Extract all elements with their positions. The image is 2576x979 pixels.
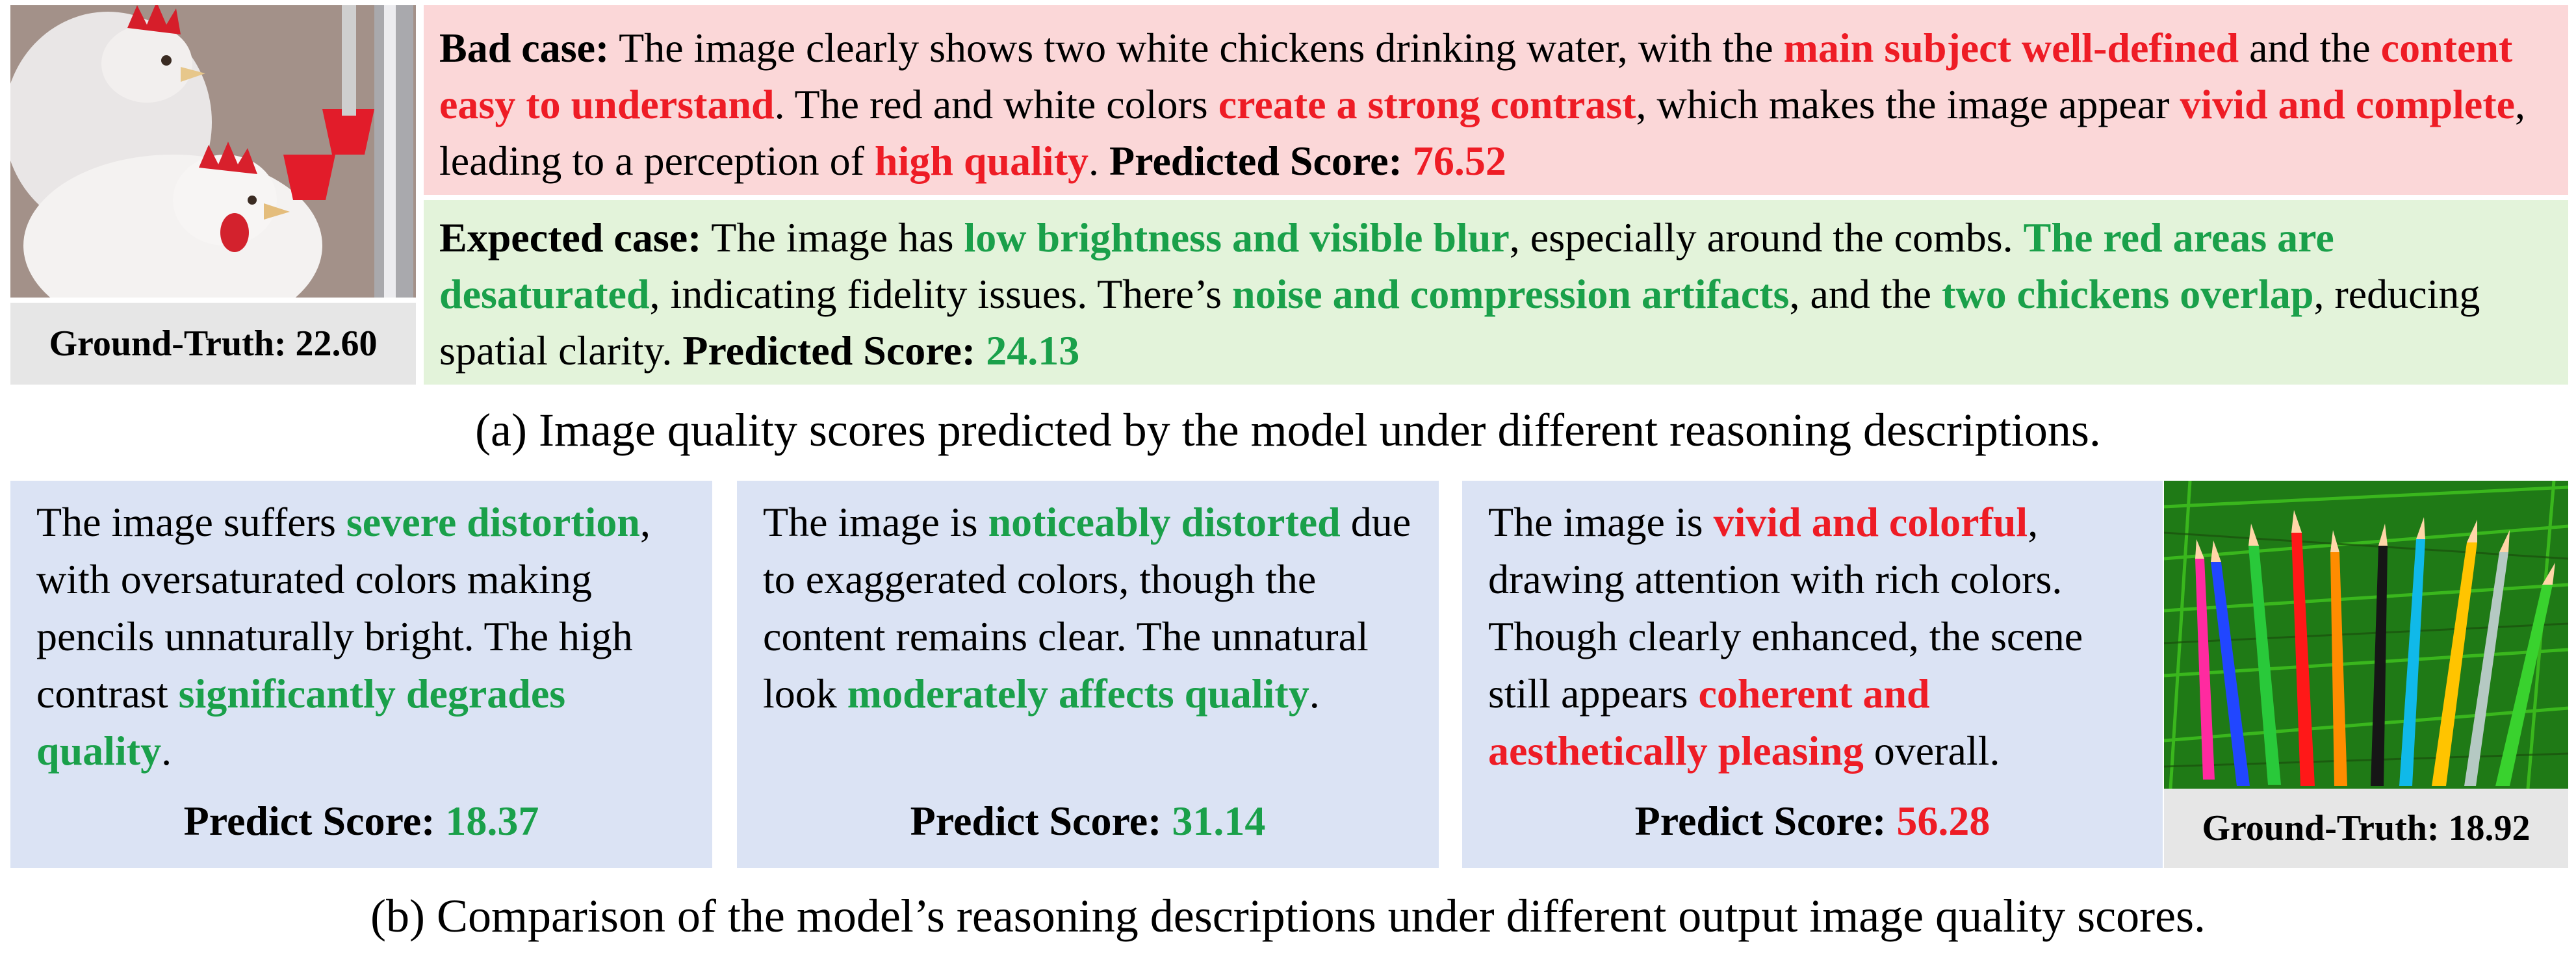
card3-text-1: The image is xyxy=(1488,499,1714,545)
bad-score-value: 76.52 xyxy=(1412,138,1506,184)
card2-text-2: due to exaggerated colors, though the co… xyxy=(763,499,1411,717)
card1-text-3: . xyxy=(161,728,172,774)
bad-text-2: and the xyxy=(2239,25,2381,71)
bad-highlight-5: high quality xyxy=(874,138,1088,184)
exp-score-value: 24.13 xyxy=(986,327,1080,374)
bad-highlight-3: create a strong contrast xyxy=(1218,81,1636,127)
bad-text-6: . xyxy=(1088,138,1109,184)
ground-truth-label-b: Ground-Truth: 18.92 xyxy=(2164,789,2568,868)
card3-text-3: overall. xyxy=(1863,728,2000,774)
exp-highlight-1: low brightness and visible blur xyxy=(964,214,1510,261)
bad-case-label: Bad case: xyxy=(439,25,610,71)
chicken-photo xyxy=(10,5,416,298)
bad-text-4: , which makes the image appear xyxy=(1636,81,2180,127)
exp-text-4: , and the xyxy=(1789,271,1942,317)
bad-text-5: , leading to a perception of xyxy=(439,81,2526,184)
exp-text-3: , indicating fidelity issues. There’s xyxy=(649,271,1232,317)
bad-highlight-2: content easy to understand xyxy=(439,25,2513,127)
bad-case-box: Bad case: The image clearly shows two wh… xyxy=(424,5,2568,195)
card1-score: Predict Score: 18.37 xyxy=(10,793,712,850)
bad-text-3: . The red and white colors xyxy=(774,81,1218,127)
exp-text-1: The image has xyxy=(701,214,964,261)
bad-text-1: The image clearly shows two white chicke… xyxy=(609,25,1784,71)
expected-case-label: Expected case: xyxy=(439,214,702,261)
reasoning-card-2: The image is noticeably distorted due to… xyxy=(737,481,1439,868)
ground-truth-label-a: Ground-Truth: 22.60 xyxy=(10,303,416,385)
card2-score-value: 31.14 xyxy=(1172,798,1266,844)
bad-highlight-1: main subject well-defined xyxy=(1783,25,2239,71)
reasoning-card-1: The image suffers severe distortion, wit… xyxy=(10,481,712,868)
exp-score-label: Predicted Score: xyxy=(682,327,986,374)
pencils-photo xyxy=(2164,481,2568,789)
card3-text-2: , drawing attention with rich colors. Th… xyxy=(1488,499,2083,717)
caption-b: (b) Comparison of the model’s reasoning … xyxy=(370,890,2206,942)
bad-score-label: Predicted Score: xyxy=(1109,138,1413,184)
exp-highlight-3: noise and compression artifacts xyxy=(1231,271,1790,317)
card3-score-value: 56.28 xyxy=(1896,798,1990,844)
expected-case-box: Expected case: The image has low brightn… xyxy=(424,200,2568,385)
exp-highlight-4: two chickens overlap xyxy=(1942,271,2314,317)
exp-text-5: , reducing spatial clarity. xyxy=(439,271,2480,374)
card3-highlight-2: coherent and aesthetically pleasing xyxy=(1488,670,1930,774)
card2-highlight-1: noticeably distorted xyxy=(988,499,1341,545)
card3-score-label: Predict Score: xyxy=(1634,798,1897,844)
card1-highlight-1: severe distortion xyxy=(346,499,640,545)
card2-highlight-2: moderately affects quality xyxy=(847,670,1309,717)
card2-score: Predict Score: 31.14 xyxy=(737,793,1439,850)
card1-highlight-2: significantly degrades quality xyxy=(36,670,566,774)
exp-text-2: , especially around the combs. xyxy=(1509,214,2024,261)
reasoning-card-3: The image is vivid and colorful, drawing… xyxy=(1462,481,2163,868)
card1-text-2: , with oversaturated colors making penci… xyxy=(36,499,650,717)
card1-score-label: Predict Score: xyxy=(183,798,446,844)
caption-a: (a) Image quality scores predicted by th… xyxy=(475,404,2101,456)
card3-highlight-1: vivid and colorful xyxy=(1713,499,2028,545)
card2-text-1: The image is xyxy=(763,499,988,545)
card2-score-label: Predict Score: xyxy=(910,798,1172,844)
card1-score-value: 18.37 xyxy=(445,798,539,844)
bad-highlight-4: vivid and complete xyxy=(2180,81,2516,127)
card2-text-3: . xyxy=(1309,670,1320,717)
card1-text-1: The image suffers xyxy=(36,499,346,545)
exp-highlight-2: The red areas are desaturated xyxy=(439,214,2334,317)
card3-score: Predict Score: 56.28 xyxy=(1462,793,2163,850)
